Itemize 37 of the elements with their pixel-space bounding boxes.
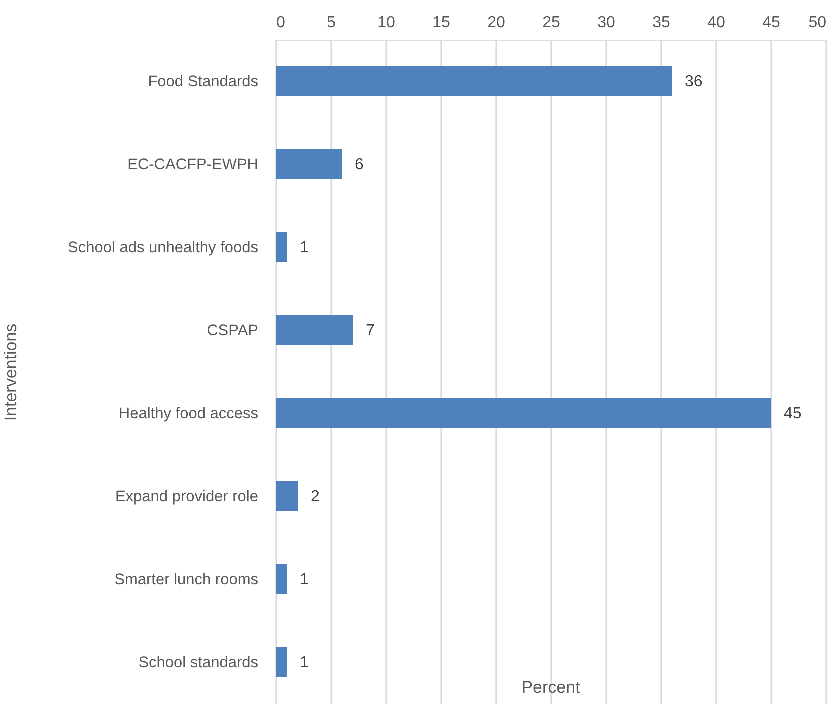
- x-tick-label: 35: [652, 14, 670, 32]
- x-tick-label: 50: [808, 14, 827, 32]
- x-tick-label: 0: [276, 14, 286, 32]
- x-tick-label: 30: [598, 14, 616, 32]
- data-label: 6: [355, 156, 364, 174]
- x-tick-label: 10: [378, 14, 396, 32]
- bar: [276, 398, 771, 428]
- x-tick-label: 20: [488, 14, 506, 32]
- data-label: 45: [784, 406, 802, 422]
- y-tick-label: CSPAP: [207, 322, 258, 340]
- bar: [276, 648, 287, 678]
- data-label: 1: [300, 240, 309, 256]
- y-axis-title: Interventions: [2, 324, 20, 422]
- data-label: 1: [300, 572, 309, 588]
- bar: [276, 150, 342, 180]
- x-tick-label: 25: [542, 14, 560, 32]
- bar: [276, 66, 672, 96]
- bar: [276, 316, 353, 346]
- data-label: 7: [366, 322, 375, 340]
- y-tick-label: Expand provider role: [115, 488, 258, 506]
- x-tick-label: 40: [708, 14, 726, 32]
- bar: [276, 482, 298, 512]
- y-tick-label: School standards: [138, 654, 259, 672]
- y-tick-label: Healthy food access: [118, 406, 259, 422]
- x-axis-title: Percent: [522, 678, 581, 697]
- data-label: 36: [685, 74, 703, 90]
- bar: [276, 232, 287, 262]
- data-label: 2: [311, 488, 320, 506]
- x-tick-label: 45: [762, 14, 780, 32]
- y-tick-label: Food Standards: [148, 74, 259, 90]
- x-tick-label: 5: [327, 14, 336, 32]
- x-tick-label: 15: [432, 14, 450, 32]
- y-tick-label: School ads unhealthy foods: [68, 240, 259, 256]
- y-tick-label: Smarter lunch rooms: [114, 572, 259, 588]
- y-tick-label: EC-CACFP-EWPH: [128, 156, 258, 174]
- bar: [276, 564, 287, 594]
- data-label: 1: [300, 654, 309, 672]
